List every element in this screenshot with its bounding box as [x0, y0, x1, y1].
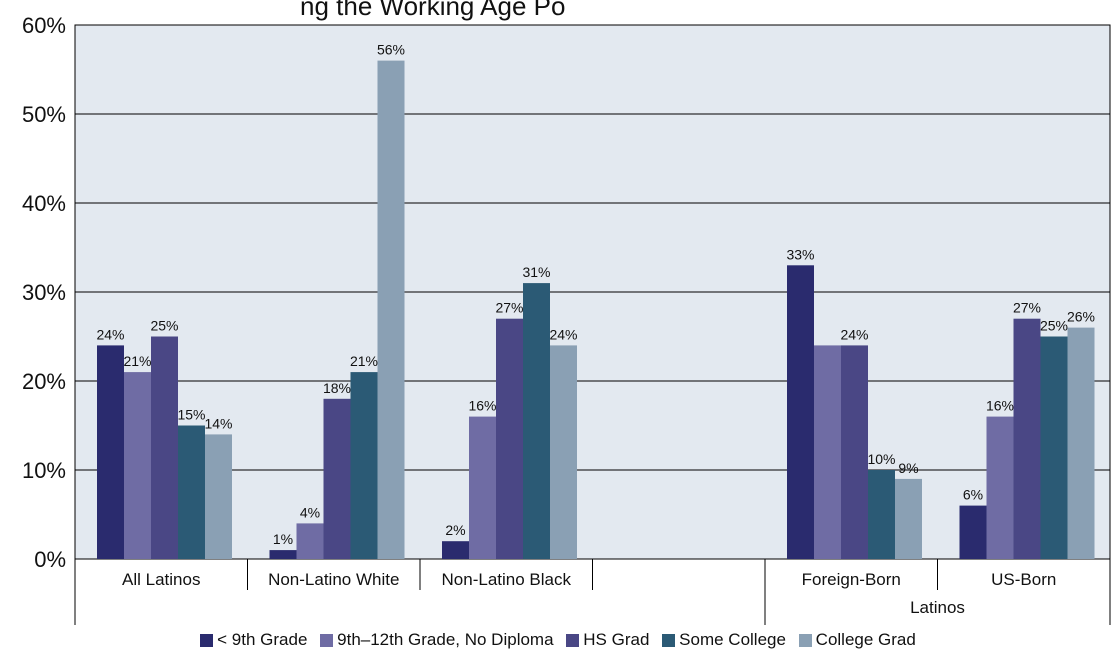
data-label: 24% — [549, 326, 577, 342]
data-label: 1% — [273, 531, 293, 547]
legend: < 9th Grade 9th–12th Grade, No Diploma H… — [0, 630, 1116, 652]
legend-swatch-college-grad — [798, 633, 812, 647]
legend-label-lt9: < 9th Grade — [217, 630, 308, 649]
bar-chart: 0% 10% 20% 30% 40% 50% 60% 24% 1% 2% 33% 6% 21% 4% 16%… — [22, 13, 1111, 625]
data-label: 18% — [323, 380, 351, 396]
data-label: 21% — [350, 353, 378, 369]
bar — [442, 541, 469, 559]
legend-swatch-hs-grad — [566, 633, 580, 647]
legend-label-hs-grad: HS Grad — [583, 630, 650, 649]
bar — [469, 416, 496, 559]
legend-label-college-grad: College Grad — [815, 630, 916, 649]
data-label: 24% — [840, 326, 868, 342]
data-label: 16% — [986, 398, 1014, 414]
legend-item-some-college: Some College — [662, 630, 786, 650]
category-label: All Latinos — [122, 570, 200, 589]
bar — [377, 60, 405, 559]
legend-label-some-college: Some College — [679, 630, 786, 649]
data-label: 4% — [300, 504, 320, 520]
category-label: Non-Latino White — [268, 570, 399, 589]
bar — [523, 283, 550, 559]
data-label: 25% — [1040, 318, 1068, 334]
data-label: 6% — [963, 487, 983, 503]
data-label: 27% — [1013, 300, 1041, 316]
bar — [496, 318, 523, 559]
data-label: 9% — [898, 460, 918, 476]
legend-label-9-12: 9th–12th Grade, No Diploma — [337, 630, 554, 649]
category-label: US-Born — [991, 570, 1056, 589]
group-label-latinos: Latinos — [910, 598, 965, 617]
data-label: 25% — [150, 318, 178, 334]
legend-item-hs-grad: HS Grad — [566, 630, 649, 650]
data-label: 27% — [495, 300, 523, 316]
chart-title-fragment: ng the Working Age Po — [300, 0, 566, 21]
bar — [1013, 318, 1041, 559]
bar — [1067, 327, 1095, 559]
y-tick-label: 40% — [22, 191, 66, 216]
y-tick-label: 50% — [22, 102, 66, 127]
bar — [97, 345, 124, 559]
y-tick-label: 30% — [22, 280, 66, 305]
bar — [350, 372, 378, 559]
legend-item-college-grad: College Grad — [798, 630, 916, 650]
legend-swatch-lt9 — [200, 633, 214, 647]
category-label: Foreign-Born — [802, 570, 901, 589]
data-label: 15% — [177, 407, 205, 423]
bar — [868, 470, 895, 559]
data-label: 2% — [445, 522, 465, 538]
bar — [986, 416, 1014, 559]
bar — [296, 523, 324, 559]
bar — [1040, 336, 1068, 559]
bar — [959, 505, 987, 559]
bar — [323, 398, 351, 559]
data-label: 24% — [96, 326, 124, 342]
bar — [151, 336, 178, 559]
bar — [550, 345, 577, 559]
bar — [269, 550, 297, 559]
bar — [895, 478, 922, 559]
data-label: 31% — [522, 264, 550, 280]
bar — [124, 372, 151, 559]
data-label: 14% — [204, 415, 232, 431]
data-label: 33% — [786, 246, 814, 262]
bar — [814, 345, 841, 559]
data-label: 56% — [377, 42, 405, 58]
bar — [205, 434, 232, 559]
data-label: 26% — [1067, 309, 1095, 325]
bar — [841, 345, 868, 559]
y-tick-label: 0% — [34, 547, 66, 572]
legend-item-9-12: 9th–12th Grade, No Diploma — [320, 630, 554, 650]
data-label: 16% — [468, 398, 496, 414]
legend-swatch-some-college — [662, 633, 676, 647]
bar — [178, 425, 205, 559]
data-label: 21% — [123, 353, 151, 369]
y-tick-label: 20% — [22, 369, 66, 394]
y-tick-label: 10% — [22, 458, 66, 483]
category-label: Non-Latino Black — [442, 570, 572, 589]
legend-swatch-9-12 — [320, 633, 334, 647]
legend-item-lt9: < 9th Grade — [200, 630, 307, 650]
y-tick-label: 60% — [22, 13, 66, 38]
bar — [787, 265, 814, 559]
data-label: 10% — [867, 451, 895, 467]
